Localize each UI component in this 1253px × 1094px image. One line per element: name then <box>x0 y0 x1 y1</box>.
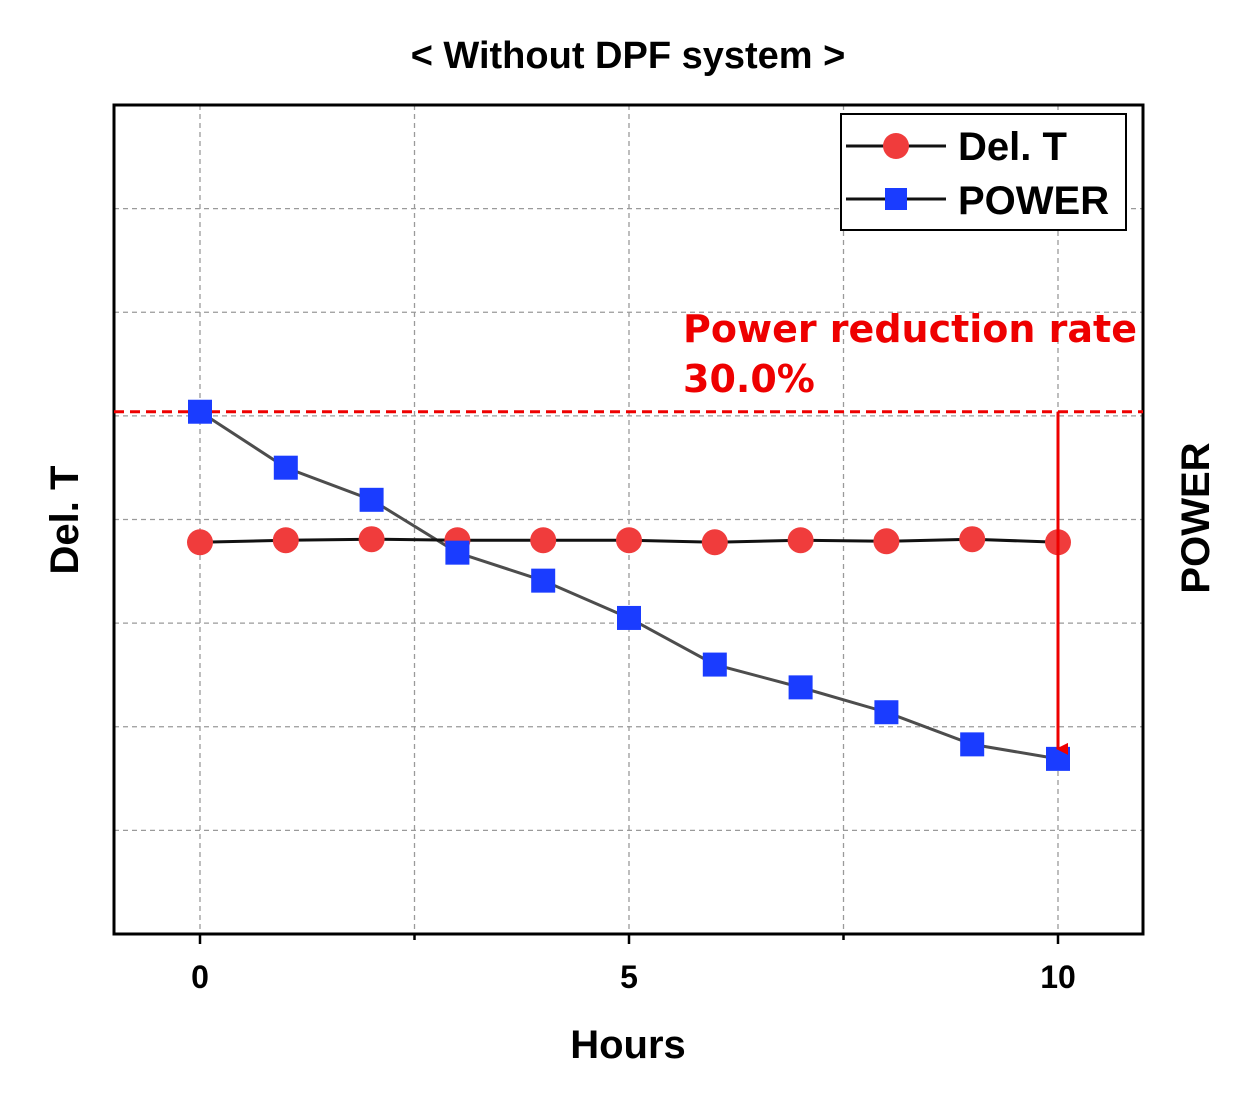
del-t-point <box>787 527 814 554</box>
power-point <box>531 568 556 593</box>
del-t-point <box>959 526 986 553</box>
annotation-line-1: Power reduction rate <box>683 307 1137 351</box>
power-point <box>788 675 813 700</box>
del-t-point <box>358 526 385 553</box>
y-axis-label-left: Del. T <box>43 466 87 575</box>
power-point <box>1046 746 1070 771</box>
chart-title: < Without DPF system > <box>411 35 846 77</box>
annotation-line-2: 30.0% <box>683 357 815 401</box>
del-t-point <box>616 527 642 554</box>
legend-label-power: POWER <box>958 179 1109 223</box>
power-point <box>445 540 470 565</box>
legend: Del. T POWER <box>840 113 1127 231</box>
del-t-point <box>530 527 557 554</box>
legend-marker-power <box>885 188 907 210</box>
power-point <box>273 455 298 480</box>
legend-box <box>840 113 1127 231</box>
power-point <box>188 399 212 424</box>
x-tick-label: 0 <box>191 959 209 995</box>
power-point <box>617 605 641 630</box>
x-tick-label: 10 <box>1040 959 1076 995</box>
x-tick-labels: 0 5 10 <box>191 959 1076 995</box>
y-axis-label-right: POWER <box>1174 442 1218 593</box>
power-point <box>960 732 985 757</box>
del-t-point <box>272 527 299 554</box>
axis-ticks <box>198 934 1060 944</box>
del-t-point <box>873 528 900 555</box>
power-point <box>874 700 899 725</box>
series-markers <box>187 399 1071 771</box>
del-t-point <box>187 529 213 556</box>
del-t-point <box>701 529 728 556</box>
legend-label-del-t: Del. T <box>958 125 1067 169</box>
power-point <box>702 652 727 677</box>
x-tick-label: 5 <box>620 959 638 995</box>
legend-marker-del-t <box>883 133 909 159</box>
power-point <box>359 487 384 512</box>
x-axis-label: Hours <box>570 1023 686 1067</box>
